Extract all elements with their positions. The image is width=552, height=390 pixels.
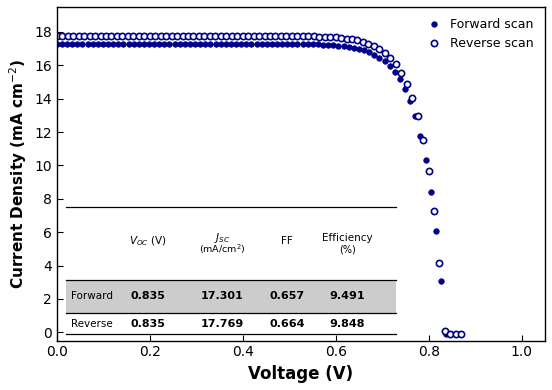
Line: Forward scan: Forward scan — [54, 41, 464, 337]
Forward scan — [330, 43, 337, 48]
Reverse scan — [415, 114, 421, 119]
Text: 9.491: 9.491 — [330, 291, 365, 301]
Forward scan — [294, 42, 301, 46]
Reverse scan — [370, 44, 377, 48]
Text: (%): (%) — [339, 244, 356, 254]
Forward scan — [412, 114, 418, 119]
Text: $V_{OC}$ (V): $V_{OC}$ (V) — [129, 234, 166, 248]
Text: 0.664: 0.664 — [269, 319, 305, 328]
Text: 17.301: 17.301 — [200, 291, 243, 301]
Forward scan — [54, 41, 60, 46]
Text: 17.769: 17.769 — [200, 319, 243, 328]
Text: Efficiency: Efficiency — [322, 232, 373, 243]
Text: FF: FF — [281, 236, 293, 246]
Forward scan — [299, 42, 306, 46]
Reverse scan — [54, 34, 60, 38]
Y-axis label: Current Density (mA cm$^{-2}$): Current Density (mA cm$^{-2}$) — [7, 58, 29, 289]
Bar — [66, 280, 396, 313]
Reverse scan — [86, 34, 93, 38]
Line: Reverse scan: Reverse scan — [54, 33, 464, 337]
Reverse scan — [376, 46, 383, 51]
Forward scan — [233, 41, 240, 46]
Reverse scan — [447, 332, 454, 336]
Text: $J_{SC}$: $J_{SC}$ — [214, 230, 230, 245]
Text: 0.657: 0.657 — [269, 291, 305, 301]
Reverse scan — [387, 55, 394, 60]
X-axis label: Voltage (V): Voltage (V) — [248, 365, 353, 383]
Reverse scan — [458, 332, 465, 336]
Forward scan — [458, 332, 465, 336]
Text: 9.848: 9.848 — [330, 319, 365, 328]
Text: Reverse: Reverse — [71, 319, 113, 328]
Forward scan — [443, 332, 449, 336]
Reverse scan — [360, 39, 367, 44]
Text: 0.835: 0.835 — [130, 291, 165, 301]
Text: 0.835: 0.835 — [130, 319, 165, 328]
Text: Forward: Forward — [71, 291, 113, 301]
Legend: Forward scan, Reverse scan: Forward scan, Reverse scan — [423, 13, 539, 55]
Text: (mA/cm$^2$): (mA/cm$^2$) — [199, 243, 245, 256]
Forward scan — [315, 42, 321, 47]
